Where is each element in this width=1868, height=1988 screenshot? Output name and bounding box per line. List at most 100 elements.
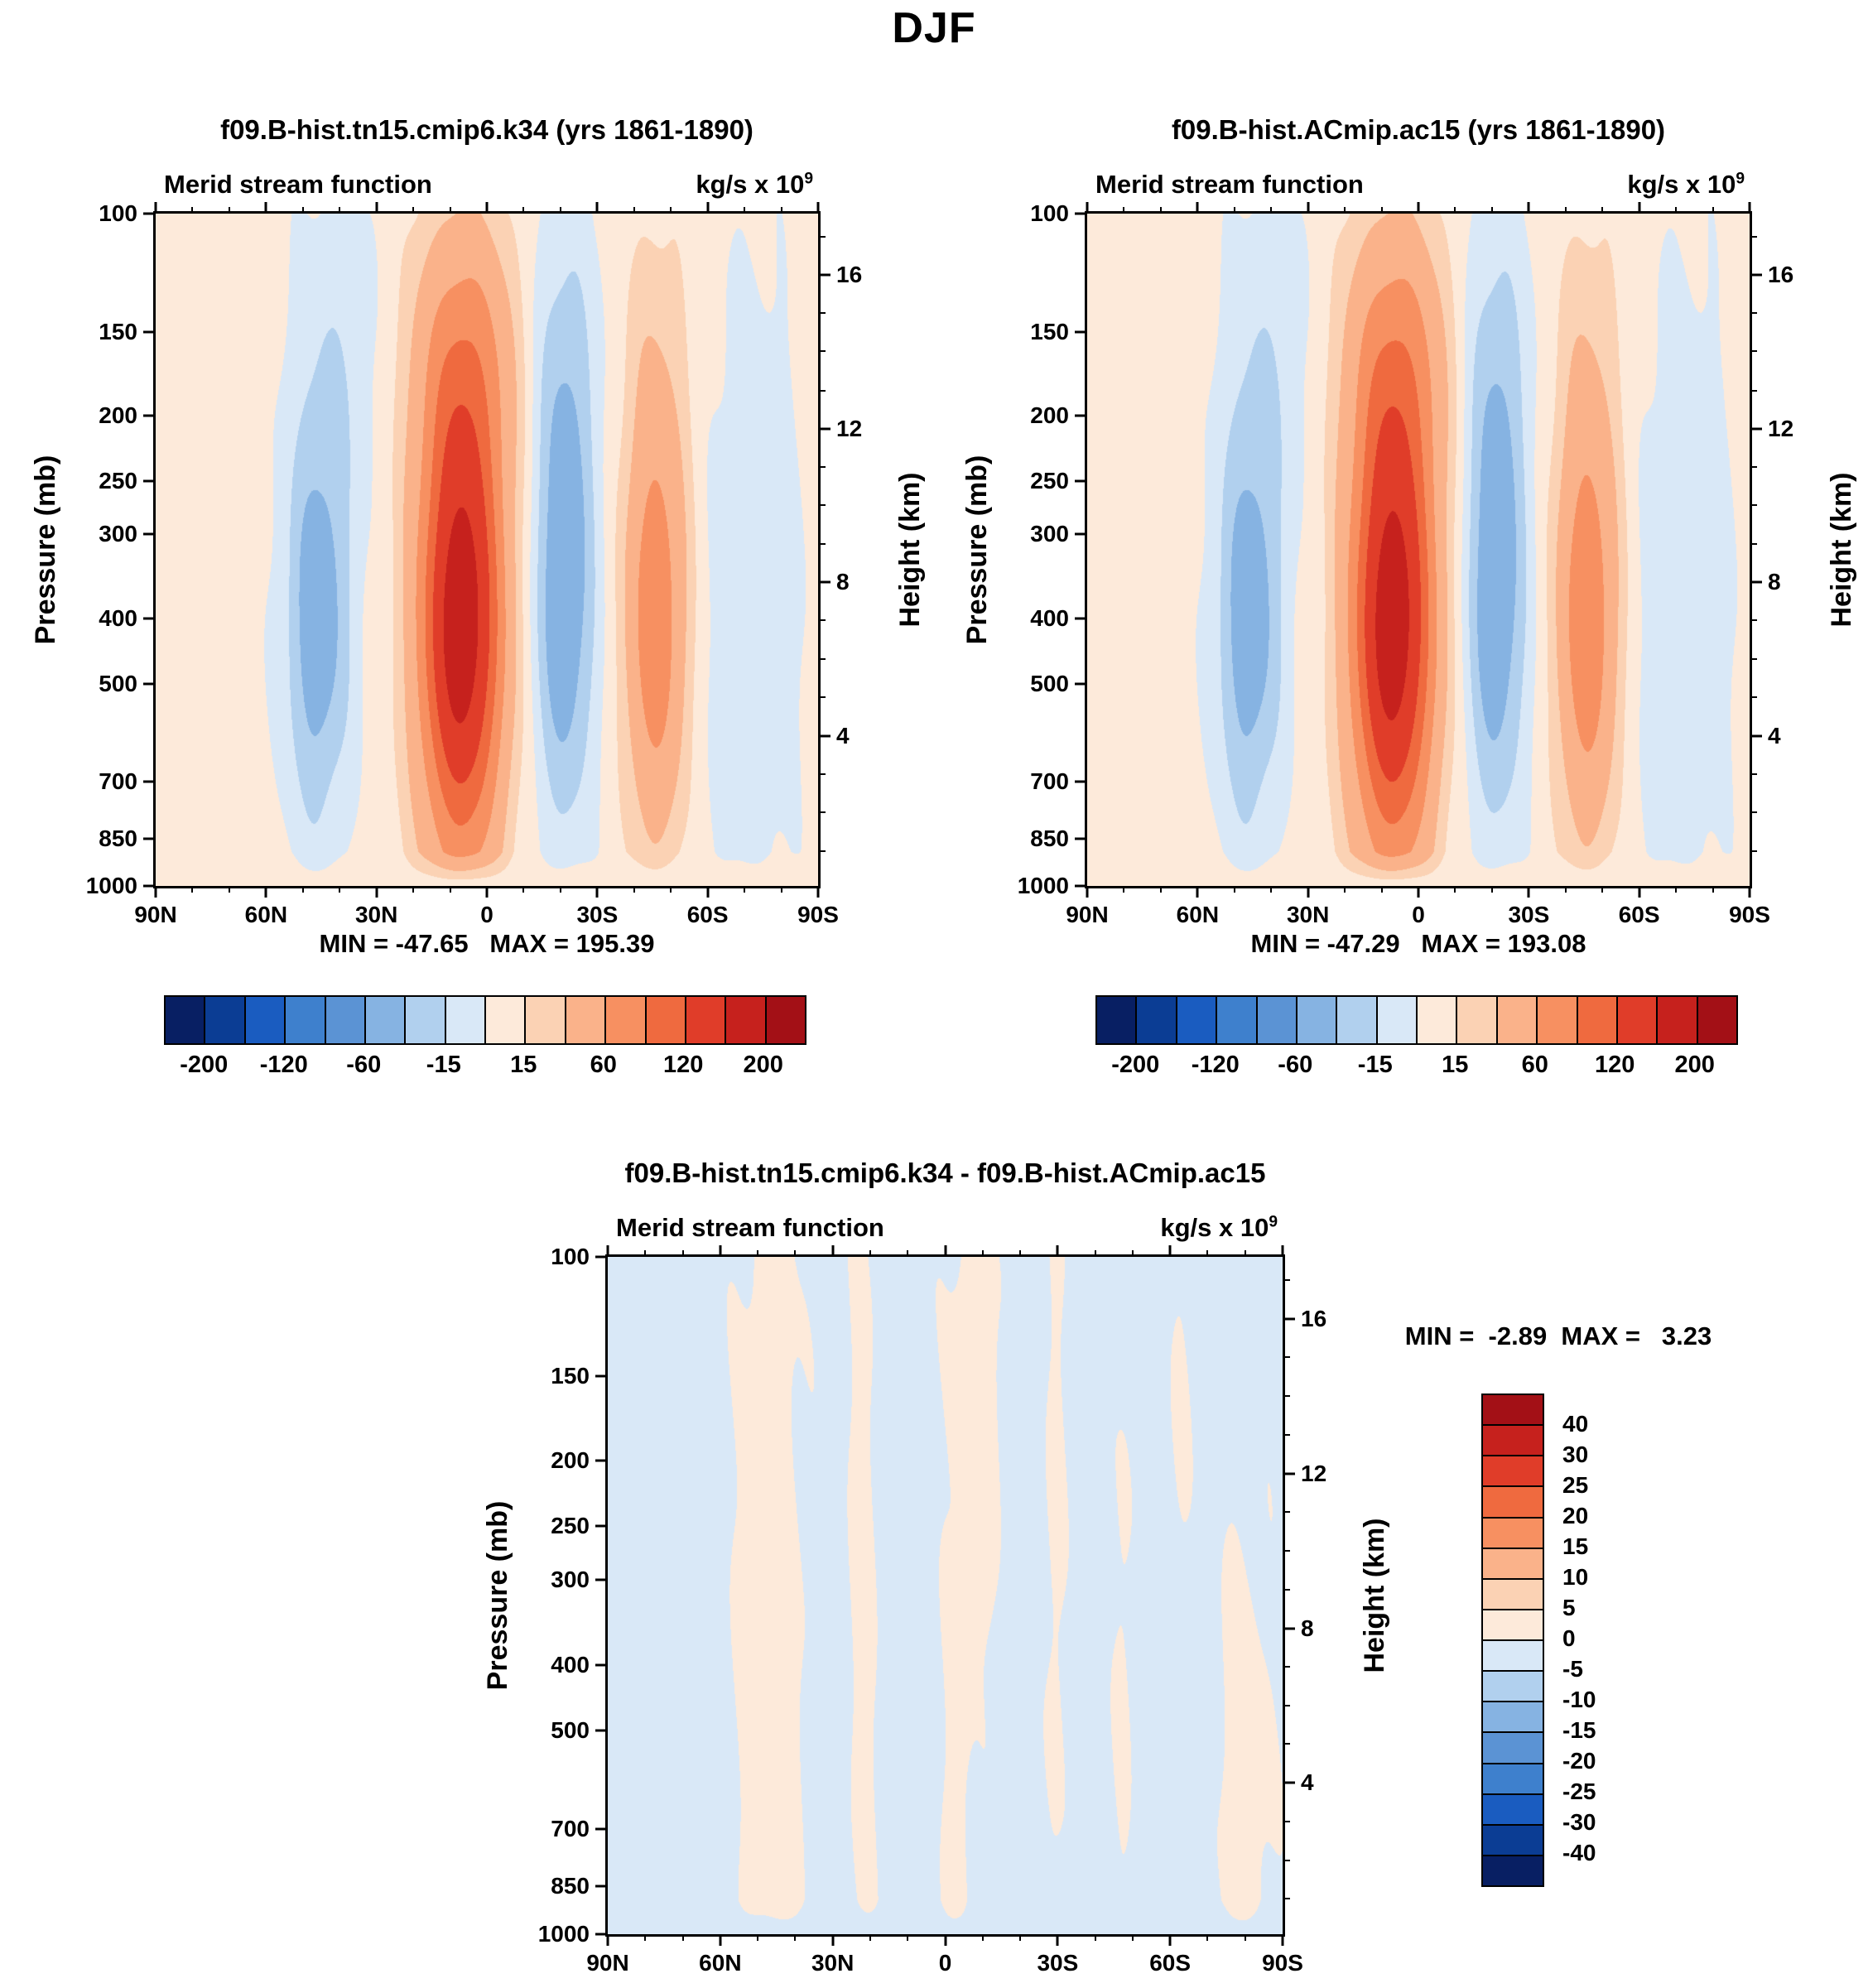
tick-mark <box>1750 850 1757 852</box>
contour-plot-model-1 <box>156 214 818 886</box>
tick-mark <box>449 207 451 214</box>
latitude-minor-tick-marks <box>608 1934 1283 1941</box>
tick-mark <box>143 884 156 888</box>
tick-label: 150 <box>99 318 137 344</box>
tick-label: 60 <box>590 1052 617 1078</box>
tick-mark <box>818 811 826 814</box>
tick-label: 20 <box>1562 1503 1589 1528</box>
tick-mark <box>143 837 156 840</box>
tick-label: 16 <box>836 262 863 288</box>
top-tick-marks <box>1086 202 1751 214</box>
tick-label: 30N <box>811 1950 855 1976</box>
colorbar-cell <box>766 997 805 1043</box>
tick-label: -60 <box>1278 1052 1313 1078</box>
field-label: Merid stream function <box>1095 170 1364 199</box>
tick-mark <box>944 1934 946 1946</box>
tick-mark <box>1638 202 1641 214</box>
colorbar-cell <box>1137 997 1177 1043</box>
tick-mark <box>1283 1434 1290 1437</box>
colorbar-cell <box>1377 997 1418 1043</box>
tick-label: -200 <box>180 1052 229 1078</box>
tick-mark <box>818 696 826 698</box>
tick-mark <box>1307 202 1310 214</box>
height-minor-tick-marks <box>818 214 830 886</box>
tick-mark <box>1490 886 1493 893</box>
tick-mark <box>1283 1550 1290 1552</box>
tick-label: -15 <box>1357 1052 1393 1078</box>
tick-mark <box>831 1245 835 1257</box>
tick-label: 12 <box>1768 415 1794 441</box>
contour-plot-difference <box>608 1257 1283 1934</box>
colorbar-labels: -200 -120 -60 -15 15 60 120 200 <box>1095 1052 1735 1078</box>
tick-mark <box>595 1374 608 1378</box>
tick-mark <box>719 1245 722 1257</box>
figure-title: DJF <box>892 4 976 52</box>
tick-label: 250 <box>1030 468 1069 494</box>
tick-mark <box>1712 886 1714 893</box>
tick-mark <box>1380 207 1383 214</box>
tick-mark <box>1019 1250 1022 1257</box>
difference-colorbar-labels: 40 30 25 20 15 10 5 0 -5 -10 -15 -20 -25 -30 -40 <box>1562 1394 1637 1884</box>
tick-label: 200 <box>99 402 137 429</box>
tick-label: 90N <box>1066 902 1109 927</box>
latitude-tick-marks <box>1086 886 1751 898</box>
tick-label: 90S <box>797 902 839 927</box>
height-tick-marks <box>818 214 830 886</box>
tick-mark <box>143 212 156 215</box>
tick-mark <box>1675 207 1678 214</box>
tick-mark <box>1075 682 1087 686</box>
tick-mark <box>1750 542 1757 545</box>
tick-label: 4 <box>836 722 850 749</box>
tick-label: 15 <box>1562 1533 1589 1559</box>
tick-mark <box>485 886 489 898</box>
colorbar <box>1095 995 1738 1045</box>
units-base: kg/s x 10 <box>696 170 805 199</box>
tick-label: 90N <box>586 1950 629 1976</box>
tick-label: -15 <box>1562 1717 1596 1743</box>
tick-mark <box>1750 811 1757 814</box>
colorbar-cell <box>486 997 527 1043</box>
tick-label: 30S <box>1508 902 1550 927</box>
tick-mark <box>1750 504 1757 507</box>
tick-mark <box>794 1934 797 1941</box>
tick-mark <box>559 207 561 214</box>
tick-mark <box>818 350 826 353</box>
tick-label: 1000 <box>537 1921 590 1947</box>
colorbar-cell <box>726 997 767 1043</box>
tick-mark <box>1131 1934 1134 1941</box>
tick-mark <box>1417 886 1420 898</box>
tick-label: 16 <box>1301 1306 1327 1331</box>
tick-mark <box>1750 734 1762 738</box>
tick-mark <box>633 886 635 893</box>
units-exponent: 9 <box>804 170 813 188</box>
colorbar-cell <box>1457 997 1498 1043</box>
tick-label: 60N <box>244 902 288 927</box>
tick-mark <box>595 1459 608 1462</box>
tick-mark <box>818 734 830 738</box>
colorbar-cell <box>1658 997 1698 1043</box>
tick-mark <box>191 886 194 893</box>
tick-mark <box>301 886 304 893</box>
colorbar-cell <box>1483 1794 1543 1826</box>
tick-mark <box>228 886 230 893</box>
tick-mark <box>228 207 230 214</box>
tick-mark <box>1750 657 1757 660</box>
tick-label: 90S <box>1262 1950 1303 1976</box>
tick-mark <box>301 207 304 214</box>
tick-mark <box>191 207 194 214</box>
height-tick-labels: 16 12 8 4 <box>1768 214 1834 886</box>
tick-mark <box>633 207 635 214</box>
tick-mark <box>1159 886 1162 893</box>
units-label: kg/s x 109 <box>696 170 813 200</box>
tick-mark <box>1159 207 1162 214</box>
tick-mark <box>818 657 826 660</box>
top-tick-marks <box>154 202 820 214</box>
tick-mark <box>595 1255 608 1259</box>
tick-label: 90S <box>1729 902 1770 927</box>
tick-mark <box>757 1934 759 1941</box>
tick-mark <box>1206 1250 1209 1257</box>
pressure-tick-labels: 100 150 200 250 300 400 500 700 850 1000 <box>59 200 137 898</box>
tick-label: 1000 <box>85 873 137 898</box>
height-minor-tick-marks <box>1750 214 1762 886</box>
tick-label: 25 <box>1562 1472 1589 1498</box>
